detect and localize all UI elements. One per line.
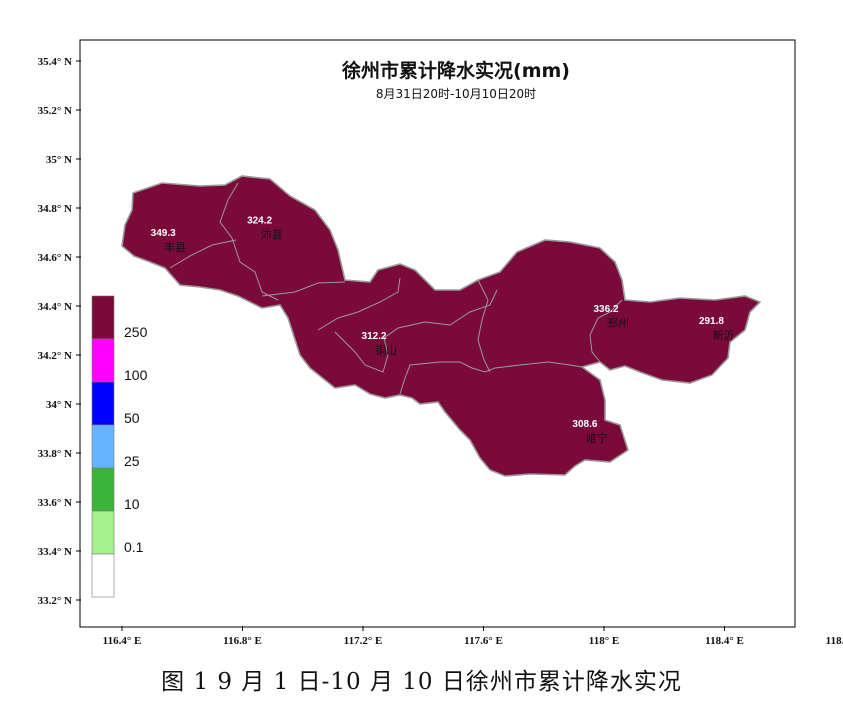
station-value: 308.6 [572,419,597,430]
lon-tick-label: 116.4° E [103,635,142,647]
legend: 250 100 50 25 10 0.1 [91,295,148,598]
figure-caption: 图 1 9 月 1 日-10 月 10 日徐州市累计降水实况 [161,669,682,695]
map-subtitle: 8月31日20时-10月10日20时 [376,87,536,101]
border-pizhou-xinyi [589,299,623,363]
station-value: 291.8 [699,316,724,327]
lat-tick-label: 33.8° N [38,448,72,460]
border-tongshan-suining [399,361,583,395]
station-value: 349.3 [151,228,176,239]
legend-label: 25 [124,453,140,469]
legend-swatch [91,381,115,426]
border-tongshan-pizhou [477,279,491,373]
station: 336.2 邳州 [594,304,630,330]
legend-label: 10 [124,496,140,512]
station: 312.2铜山 [362,331,398,357]
legend-swatch [91,553,115,598]
lat-tick-label: 34.8° N [38,203,72,215]
lat-tick-label: 34.4° N [38,301,72,313]
lon-tick-label: 118° E [589,635,619,647]
legend-swatch [91,338,115,383]
lat-tick-label: 35° N [46,154,72,166]
legend-swatch [91,510,115,555]
lat-tick-label: 33.4° N [38,546,72,558]
station-name: 新沂 [712,328,734,342]
station-value: 336.2 [594,304,619,315]
lat-tick-label: 35.4° N [38,56,72,68]
station-value: 324.2 [247,216,272,227]
station-name: 铜山 [375,343,397,357]
lon-tick-label: 117.6° E [464,635,503,647]
legend-label: 250 [124,324,148,340]
legend-swatch [91,424,115,469]
station: 349.3 丰县 [151,228,187,254]
legend-label: 50 [124,410,140,426]
station-name: 睢宁 [586,431,608,445]
legend-swatch [91,467,115,512]
xuzhou-region [121,175,762,477]
lat-tick-label: 34.6° N [38,252,72,264]
lon-tick-label: 118.8° E [826,635,843,647]
lat-tick-label: 34° N [46,399,72,411]
lat-tick-label: 33.2° N [38,595,72,607]
map-frame [79,39,796,628]
legend-label: 0.1 [124,539,144,555]
legend-swatch [91,295,115,340]
lat-tick-label: 34.2° N [38,350,72,362]
station-name: 沛县 [261,228,283,242]
district-borders [169,182,623,395]
longitude-axis: 116.4° E 116.8° E 117.2° E 117.6° E 118° E 11… [103,626,843,647]
border-tongshan-inner-east [334,289,498,373]
border-fengxian-peixian [219,182,279,301]
lon-tick-label: 116.8° E [223,635,262,647]
latitude-axis: 35.4° N 35.2° N 35° N 34.8° N 34.6° N 34.4° N… [38,56,81,607]
map-title: 徐州市累计降水实况(mm) [341,59,570,82]
border-peixian-tongshan [261,281,346,297]
lon-tick-label: 118.4° E [705,635,744,647]
xuzhou-region-shape [121,175,762,477]
lat-tick-label: 35.2° N [38,105,72,117]
station-name: 邳州 [607,317,629,330]
station-value: 312.2 [362,331,387,342]
station-name: 丰县 [164,241,186,254]
border-tongshan-inner-west [317,277,401,331]
station: 324.2沛县 [247,216,283,242]
stations-layer: 349.3 丰县 324.2沛县 312.2铜山 336.2 邳州 291.8新沂 308.6… [151,216,735,445]
lon-tick-label: 117.2° E [344,635,383,647]
precipitation-map: 35.4° N 35.2° N 35° N 34.8° N 34.6° N 34.4° N… [38,39,843,647]
legend-label: 100 [124,367,148,383]
station: 291.8新沂 [699,316,735,342]
station: 308.6睢宁 [572,419,608,445]
lat-tick-label: 33.6° N [38,497,72,509]
border-fengxian-tongshan [169,239,237,269]
